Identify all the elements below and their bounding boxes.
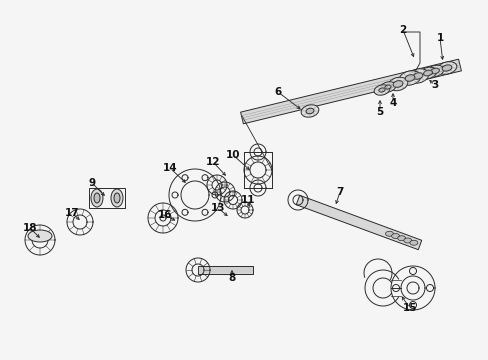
Ellipse shape [418,67,436,79]
Text: 7: 7 [336,187,343,197]
Text: 14: 14 [163,163,177,173]
Ellipse shape [384,85,390,89]
Text: 15: 15 [402,303,416,313]
Ellipse shape [385,231,393,236]
Text: 2: 2 [399,25,406,35]
Ellipse shape [94,193,100,203]
Ellipse shape [409,240,417,245]
Text: 12: 12 [205,157,220,167]
Text: 16: 16 [158,210,172,220]
Ellipse shape [114,193,120,203]
Text: 10: 10 [225,150,240,160]
Text: 17: 17 [64,208,79,218]
Ellipse shape [436,62,456,74]
Ellipse shape [407,69,428,83]
Ellipse shape [392,81,402,87]
Ellipse shape [305,108,313,114]
Ellipse shape [403,238,411,243]
Text: 8: 8 [228,273,235,283]
Ellipse shape [378,88,385,92]
Ellipse shape [404,75,414,81]
Text: 4: 4 [388,98,396,108]
Ellipse shape [412,73,422,79]
Ellipse shape [441,65,451,71]
Polygon shape [240,59,461,124]
Ellipse shape [379,82,395,92]
Text: 9: 9 [88,178,95,188]
Ellipse shape [91,189,103,207]
Text: 6: 6 [274,87,281,97]
Ellipse shape [425,65,443,77]
Ellipse shape [111,189,123,207]
Bar [89,188,125,208]
Text: 13: 13 [210,203,225,213]
Ellipse shape [373,85,389,95]
Text: 18: 18 [23,223,37,233]
Ellipse shape [398,71,420,85]
Ellipse shape [397,236,405,241]
Text: 11: 11 [240,195,255,205]
Ellipse shape [423,70,431,76]
Ellipse shape [301,105,318,117]
Text: 5: 5 [376,107,383,117]
Polygon shape [296,195,421,250]
Text: 1: 1 [435,33,443,43]
Ellipse shape [391,234,399,239]
Text: 3: 3 [430,80,438,90]
Bar [198,266,252,274]
Ellipse shape [387,77,407,91]
Ellipse shape [430,68,439,74]
Ellipse shape [28,230,52,242]
